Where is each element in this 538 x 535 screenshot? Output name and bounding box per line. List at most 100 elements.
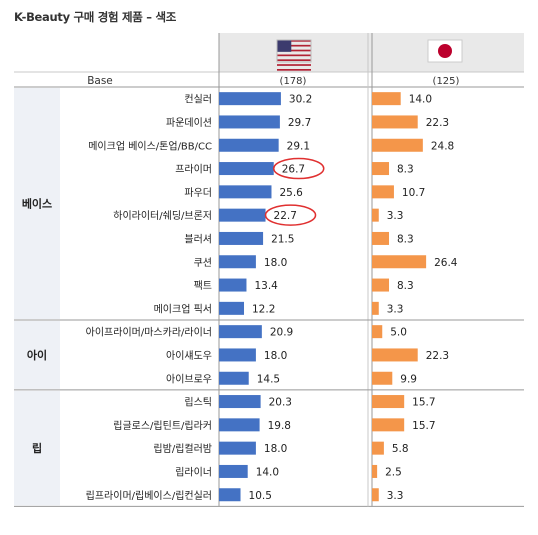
jp-bar — [372, 278, 390, 292]
us-value-label: 30.2 — [289, 94, 312, 106]
category-label: 쿠션 — [194, 257, 212, 269]
us-value-label: 25.6 — [279, 187, 303, 199]
jp-value-label: 8.3 — [397, 164, 414, 176]
us-bar — [219, 371, 249, 385]
jp-bar — [372, 255, 427, 269]
category-label: 립라이너 — [175, 465, 212, 478]
us-value-label: 14.0 — [256, 466, 279, 478]
us-bar — [219, 301, 245, 315]
us-bar — [219, 115, 280, 129]
group-label: 립 — [32, 442, 42, 455]
jp-bar — [372, 231, 390, 245]
category-label: 파우더 — [184, 187, 212, 199]
us-flag-icon — [276, 39, 312, 71]
jp-bar — [372, 301, 379, 315]
category-label: 블러셔 — [184, 233, 212, 245]
jp-value-label: 22.3 — [426, 117, 449, 129]
category-label: 아이프라이머/마스카라/라이너 — [86, 327, 212, 339]
jp-value-label: 26.4 — [434, 257, 458, 269]
us-bar — [219, 185, 272, 199]
category-label: 파운데이션 — [166, 117, 212, 129]
jp-value-label: 10.7 — [402, 187, 425, 199]
highlight-circle — [272, 157, 325, 180]
category-label: 프라이머 — [175, 164, 212, 176]
us-bar — [219, 92, 281, 106]
jp-bar — [372, 115, 418, 129]
us-value-label: 26.7 — [282, 164, 305, 176]
jp-bar — [372, 138, 423, 152]
jp-bar — [372, 441, 384, 455]
jp-value-label: 24.8 — [431, 140, 454, 152]
us-value-label: 20.9 — [270, 327, 293, 339]
jp-value-label: 8.3 — [397, 233, 414, 245]
category-label: 컨실러 — [184, 94, 212, 106]
us-value-label: 18.0 — [264, 443, 287, 455]
chart-title: K-Beauty 구매 경험 제품 – 색조 — [14, 10, 176, 24]
jp-value-label: 5.0 — [390, 327, 407, 339]
us-value-label: 10.5 — [249, 490, 272, 502]
jp-bar — [372, 348, 418, 362]
us-value-label: 12.2 — [252, 303, 275, 315]
category-label: 립프라이머/립베이스/립컨실러 — [86, 489, 212, 502]
jp-bar — [372, 185, 394, 199]
category-label: 아이브로우 — [166, 373, 212, 385]
category-label: 립스틱 — [184, 396, 212, 409]
jp-bar — [372, 418, 405, 432]
us-value-label: 20.3 — [269, 397, 292, 409]
us-value-label: 14.5 — [257, 373, 280, 385]
us-value-label: 13.4 — [254, 280, 278, 292]
category-label: 립밤/립컬러밤 — [153, 442, 212, 455]
us-bar — [219, 488, 241, 502]
jp-value-label: 2.5 — [385, 466, 402, 478]
category-label: 하이라이터/쉐딩/브론저 — [113, 209, 212, 222]
us-bar — [219, 325, 262, 339]
jp-bar — [372, 464, 378, 478]
group-band-2 — [14, 390, 60, 506]
jp-value-label: 22.3 — [426, 350, 449, 362]
jp-bar — [372, 92, 401, 106]
category-label: 팩트 — [194, 280, 212, 292]
us-bar — [219, 255, 256, 269]
us-value-label: 18.0 — [264, 350, 287, 362]
highlight-circle — [264, 204, 317, 226]
jp-value-label: 15.7 — [412, 397, 435, 409]
us-bar — [219, 208, 266, 222]
jp-flag-disc — [438, 44, 452, 58]
jp-value-label: 14.0 — [409, 94, 432, 106]
us-value-label: 19.8 — [268, 420, 291, 432]
group-label: 베이스 — [22, 197, 52, 211]
base-count-jp: (125) — [433, 76, 460, 87]
jp-value-label: 8.3 — [397, 280, 414, 292]
group-band-0 — [14, 88, 60, 319]
us-bar — [219, 418, 260, 432]
us-value-label: 29.1 — [287, 140, 310, 152]
us-bar — [219, 395, 261, 409]
us-bar — [219, 138, 279, 152]
us-value-label: 18.0 — [264, 257, 287, 269]
category-label: 립글로스/립틴트/립라커 — [113, 419, 212, 432]
jp-bar — [372, 371, 393, 385]
category-label: 메이크업 베이스/톤업/BB/CC — [88, 139, 212, 152]
us-value-label: 21.5 — [271, 233, 294, 245]
us-value-label: 29.7 — [288, 117, 311, 129]
us-bar — [219, 278, 247, 292]
us-bar — [219, 348, 256, 362]
jp-value-label: 3.3 — [387, 303, 404, 315]
jp-value-label: 5.8 — [392, 443, 409, 455]
jp-bar — [372, 208, 379, 222]
base-label: Base — [87, 75, 113, 87]
jp-value-label: 3.3 — [387, 210, 404, 222]
jp-value-label: 15.7 — [412, 420, 435, 432]
jp-value-label: 3.3 — [387, 490, 404, 502]
category-label: 메이크업 픽서 — [154, 302, 212, 315]
us-bar — [219, 464, 248, 478]
group-band-1 — [14, 321, 60, 389]
category-label: 아이섀도우 — [166, 350, 212, 362]
us-bar — [219, 231, 264, 245]
us-value-label: 22.7 — [274, 210, 297, 222]
jp-bar — [372, 395, 405, 409]
jp-bar — [372, 488, 379, 502]
jp-value-label: 9.9 — [400, 373, 417, 385]
jp-bar — [372, 325, 383, 339]
